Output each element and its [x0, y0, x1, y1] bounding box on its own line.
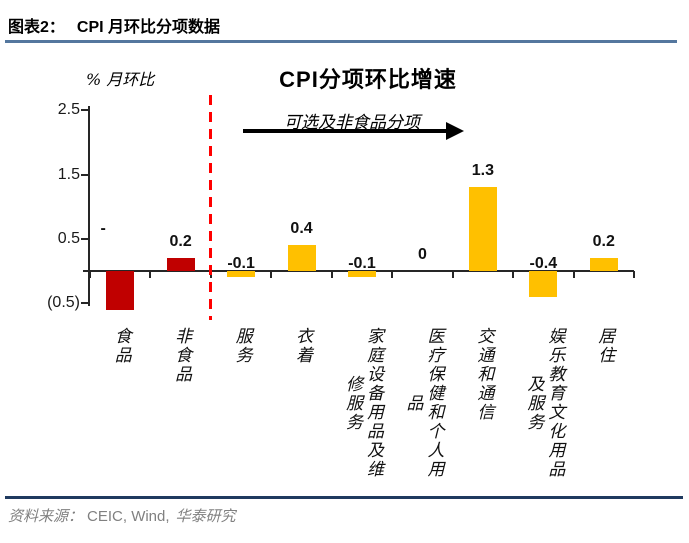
category-label-column: 品 [402, 393, 423, 413]
y-tick-label: 1.5 [57, 165, 80, 183]
divider-dashed-line [209, 95, 213, 320]
bar [468, 187, 497, 271]
category-label-column: 食品 [110, 327, 131, 365]
category-label-column: 修服务 [342, 374, 362, 432]
bar-value-label: 0.4 [290, 220, 313, 238]
source-label: 资料来源： [8, 507, 84, 525]
category-label: 非食品 [170, 327, 191, 384]
bar [287, 245, 316, 271]
figure-title: CPI 月环比分项数据 [76, 19, 221, 36]
y-axis-tick [81, 173, 90, 176]
cpi-bar-chart: % 月环比 CPI分项环比增速 可选及非食品分项 2.5 1.5 0.5 (0.5) -… [0, 44, 689, 494]
bar-value-label: 0 [417, 246, 427, 263]
x-axis-tick [451, 271, 454, 278]
category-label-column: 家庭设备用品及维 [363, 327, 383, 479]
category-label-column: 医疗保健和个人用 [423, 327, 444, 479]
category-label: 服务 [231, 327, 252, 365]
bar-value-label: -0.1 [348, 255, 376, 272]
figure-number: 图表2： [8, 19, 65, 36]
category-label-column: 及服务 [523, 374, 544, 432]
x-axis-tick [391, 271, 394, 278]
y-tick-label: 0.5 [57, 229, 80, 247]
bar-value-label: - [100, 220, 106, 237]
y-axis-tick [81, 302, 90, 305]
bar-value-label: -0.1 [227, 255, 255, 272]
footer-divider-rule [5, 496, 683, 499]
header-divider-rule [5, 40, 677, 43]
category-label: 娱乐教育文化用品 及服务 [522, 327, 564, 479]
category-label: 居住 [593, 327, 614, 365]
category-label: 交通和通信 [472, 327, 493, 422]
bar [166, 258, 195, 271]
category-label: 衣着 [291, 327, 312, 365]
bar [106, 271, 135, 310]
right-arrow-icon [446, 122, 464, 140]
source-names: CEIC, Wind, [87, 508, 170, 525]
category-label-column: 娱乐教育文化用品 [544, 327, 565, 479]
category-label: 家庭设备用品及维 修服务 [341, 327, 383, 479]
y-axis-tick [81, 109, 90, 112]
y-axis-tick [81, 237, 90, 240]
bar-value-label: 0.2 [169, 233, 192, 251]
bar-value-label: 0.2 [592, 233, 615, 251]
bar [589, 258, 618, 271]
category-label: 食品 [110, 327, 131, 365]
x-axis-tick [512, 271, 515, 278]
x-axis-tick [572, 271, 575, 278]
bar [348, 271, 376, 278]
category-label-column: 居住 [594, 327, 615, 365]
y-axis-unit-label: % 月环比 [86, 70, 155, 89]
right-arrow-line [243, 129, 447, 133]
category-label-column: 交通和通信 [473, 327, 494, 422]
bar [227, 271, 256, 278]
chart-title: CPI分项环比增速 [279, 67, 457, 92]
x-axis-tick [633, 271, 635, 278]
source-org: 华泰研究 [175, 507, 236, 525]
y-tick-label: (0.5) [47, 294, 80, 312]
category-label-column: 衣着 [292, 327, 313, 365]
figure-header: 图表2： CPI 月环比分项数据 [8, 13, 220, 37]
annotation-text: 可选及非食品分项 [284, 113, 420, 133]
y-axis-line [88, 106, 90, 306]
category-label: 医疗保健和个人用品 [401, 327, 443, 479]
category-label-column: 非食品 [171, 327, 192, 384]
bar-value-label: -0.4 [529, 255, 558, 272]
y-tick-label: 2.5 [57, 101, 80, 119]
x-axis-tick [270, 271, 273, 278]
x-axis-tick [149, 271, 152, 278]
bar [529, 271, 558, 297]
x-axis-tick [330, 271, 333, 278]
bar-value-label: 1.3 [471, 162, 494, 180]
source-note: 资料来源： CEIC, Wind, 华泰研究 [8, 505, 236, 526]
category-label-column: 服务 [231, 327, 252, 365]
x-axis-tick [89, 271, 91, 278]
